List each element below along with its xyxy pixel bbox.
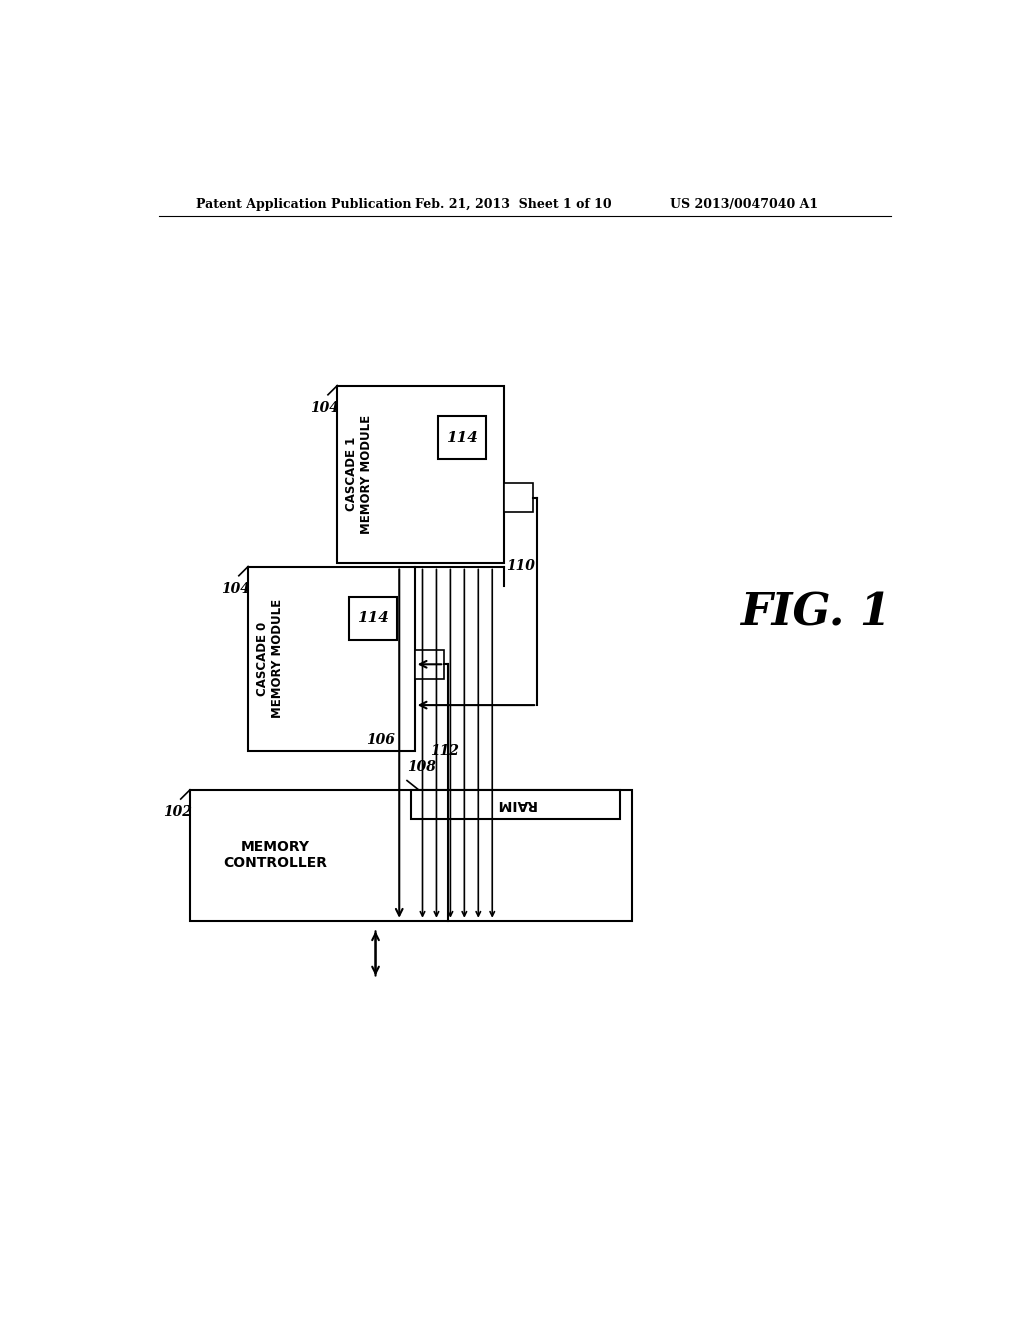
Text: CASCADE 0
MEMORY MODULE: CASCADE 0 MEMORY MODULE xyxy=(256,599,284,718)
Text: 104: 104 xyxy=(221,582,250,595)
Text: CASCADE 1
MEMORY MODULE: CASCADE 1 MEMORY MODULE xyxy=(345,414,373,533)
Bar xyxy=(349,597,397,640)
Text: FIG. 1: FIG. 1 xyxy=(740,591,891,634)
Text: 106: 106 xyxy=(367,733,395,747)
Bar xyxy=(411,789,621,818)
Text: RAIM: RAIM xyxy=(496,797,536,812)
Bar xyxy=(190,789,632,921)
Text: 114: 114 xyxy=(446,430,478,445)
Text: US 2013/0047040 A1: US 2013/0047040 A1 xyxy=(671,198,818,211)
Text: 108: 108 xyxy=(407,760,436,775)
Bar xyxy=(438,416,486,459)
Text: Patent Application Publication: Patent Application Publication xyxy=(197,198,412,211)
Bar xyxy=(337,385,504,562)
Bar xyxy=(504,483,534,512)
Text: MEMORY
CONTROLLER: MEMORY CONTROLLER xyxy=(223,840,328,870)
Bar xyxy=(415,649,444,678)
Text: 104: 104 xyxy=(310,401,339,414)
Text: 114: 114 xyxy=(357,611,389,626)
Text: 112: 112 xyxy=(430,744,459,758)
Bar xyxy=(248,566,415,751)
Text: 102: 102 xyxy=(163,805,191,820)
Text: Feb. 21, 2013  Sheet 1 of 10: Feb. 21, 2013 Sheet 1 of 10 xyxy=(415,198,611,211)
Text: 110: 110 xyxy=(506,558,536,573)
